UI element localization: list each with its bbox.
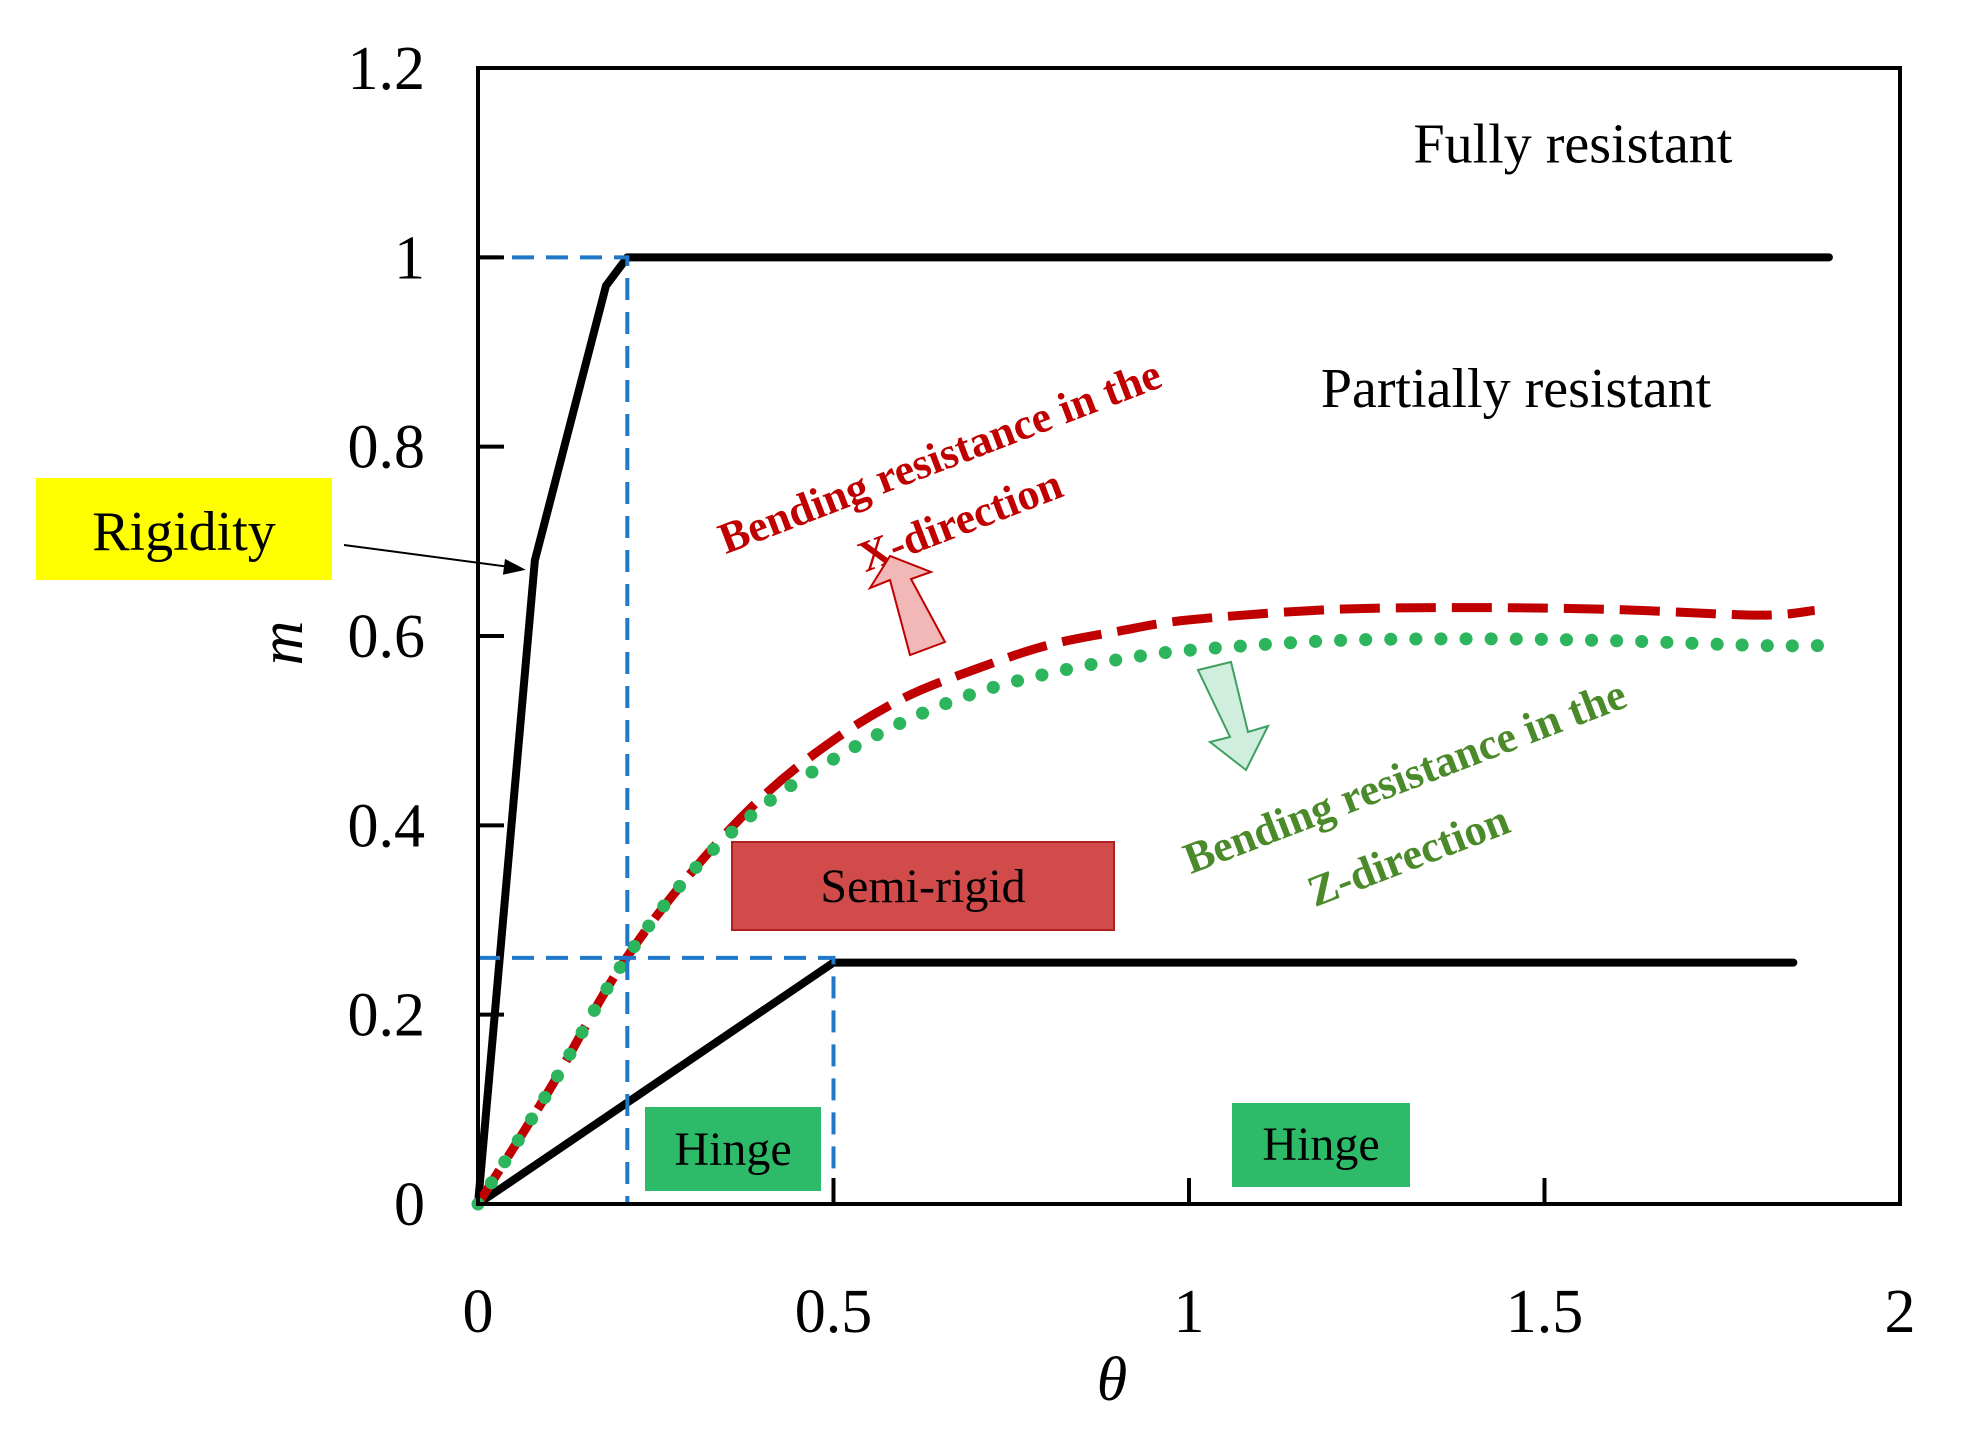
y-tick-label: 0.8: [348, 414, 426, 482]
y-axis-title: m: [248, 621, 316, 666]
hinge-label-right: Hinge: [1262, 1118, 1379, 1171]
guide-line-1: [478, 255, 630, 1204]
y-tick-label: 1.2: [348, 35, 426, 103]
rigidity-arrowhead: [502, 558, 526, 575]
rigidity-label: Rigidity: [92, 501, 276, 563]
x-tick-label: 1: [1174, 1278, 1205, 1346]
x-axis-title: θ: [1097, 1346, 1127, 1414]
y-tick-label: 0.2: [348, 982, 426, 1050]
plot-frame: [476, 66, 1902, 1206]
guide-line-2: [478, 955, 836, 1204]
y-tick-label: 1: [394, 224, 425, 292]
semi-rigid-box: [731, 841, 1115, 931]
hinge-box-right: [1232, 1103, 1410, 1187]
series-line-1: [474, 253, 1833, 1208]
semi-rigid-label: Semi-rigid: [820, 860, 1025, 913]
y-tick-label: 0.4: [348, 792, 426, 860]
arrow-up-x-direction: [867, 554, 947, 657]
x-tick-label: 1.5: [1506, 1278, 1584, 1346]
label-partially-resistant: Partially resistant: [1321, 358, 1712, 420]
guide-layer: [478, 255, 836, 1204]
arrow-down-z-direction: [1196, 660, 1270, 772]
hinge-label-left: Hinge: [674, 1123, 791, 1176]
y-tick-label: 0: [394, 1171, 425, 1239]
x-tick-label: 0: [463, 1278, 494, 1346]
rigidity-label-box: [36, 478, 332, 580]
series-z-direction: [471, 632, 1836, 1211]
x-tick-label: 0.5: [795, 1278, 873, 1346]
tick-layer: 0 0.5 1 1.5 2 0 0.2 0.4 0.6 0.8 1 1.2: [348, 35, 1916, 1346]
series-layer: [471, 253, 1836, 1211]
hinge-box-left: [645, 1107, 821, 1191]
x-tick-label: 2: [1885, 1278, 1916, 1346]
label-fully-resistant: Fully resistant: [1413, 114, 1732, 176]
rigidity-arrow: [343, 544, 516, 569]
y-tick-label: 0.6: [348, 603, 426, 671]
